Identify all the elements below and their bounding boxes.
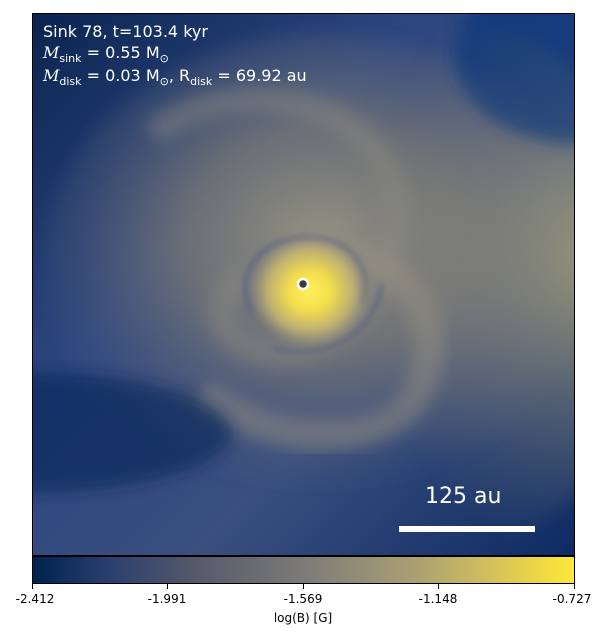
colorbar-tick [574, 584, 575, 589]
colorbar-tick-label: -1.148 [418, 592, 458, 606]
sink-time-label: Sink 78, t=103.4 kyr [43, 22, 208, 41]
field-image [33, 14, 574, 555]
disk-properties-label: Mdisk = 0.03 M⊙, Rdisk = 69.92 au [43, 66, 307, 89]
magnetic-field-map: Sink 78, t=103.4 kyr Msink = 0.55 M⊙ Mdi… [32, 13, 575, 556]
sink-marker [296, 277, 310, 291]
colorbar-tick-label: -2.412 [15, 592, 55, 606]
colorbar-tick [303, 584, 304, 589]
scale-bar-label: 125 au [425, 484, 502, 509]
colorbar-tick-label: -0.727 [552, 592, 592, 606]
colorbar-tick [438, 584, 439, 589]
colorbar [32, 556, 575, 584]
sink-mass-label: Msink = 0.55 M⊙ [43, 43, 169, 66]
colorbar-tick [32, 584, 33, 589]
colorbar-tick [167, 584, 168, 589]
colorbar-tick-label: -1.569 [283, 592, 323, 606]
scale-bar [399, 526, 535, 532]
colorbar-label: log(B) [G] [273, 611, 333, 625]
colorbar-tick-label: -1.991 [147, 592, 187, 606]
